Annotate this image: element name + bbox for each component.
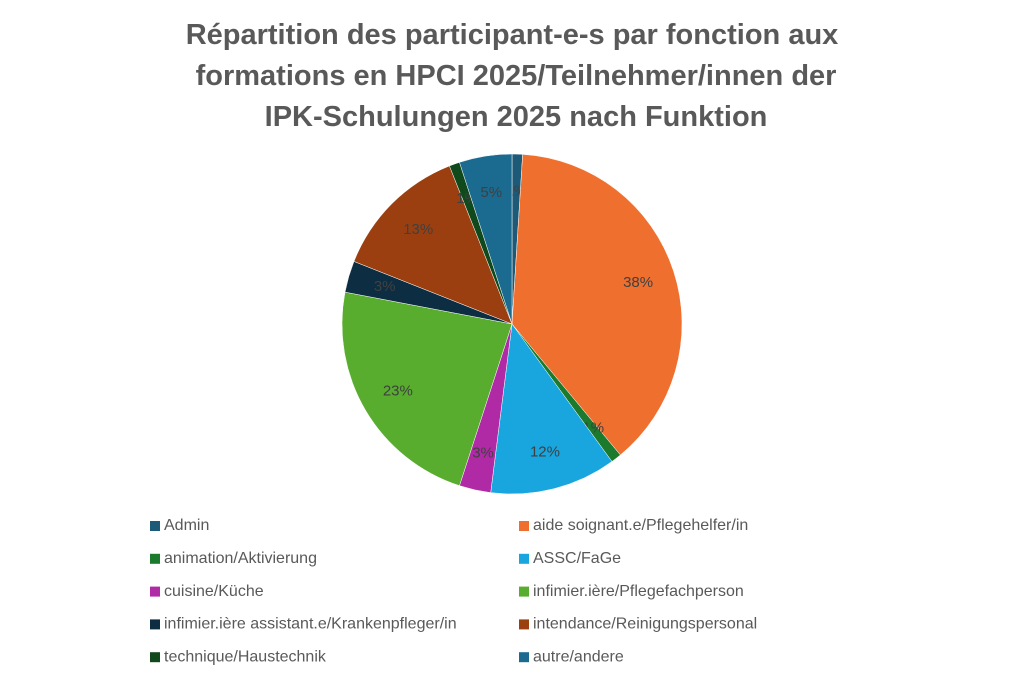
legend-swatch [150, 619, 160, 630]
legend-label: Admin [164, 517, 209, 534]
data-label: 13% [403, 221, 433, 238]
pie-slice [353, 165, 513, 325]
legend-label: aide soignant.e/Pflegehelfer/in [533, 517, 748, 534]
legend-swatch [150, 553, 160, 564]
legend-swatch [519, 521, 529, 531]
pie-slice [341, 291, 513, 486]
legend-label: ASSC/FaGe [533, 550, 621, 567]
legend-label: technique/Haustechnik [164, 648, 327, 665]
data-label: 5% [480, 184, 502, 201]
legend-label: cuisine/Küche [164, 583, 264, 600]
legend-swatch [519, 586, 529, 597]
legend-swatch [519, 619, 529, 630]
legend-swatch [150, 521, 160, 531]
pie-slice [459, 153, 513, 325]
chart-title: Répartition des participant-e-s par fonc… [186, 19, 839, 133]
legend-swatch [519, 652, 529, 663]
legend-swatch [150, 586, 160, 597]
legend-label: infimier.ière assistant.e/Krankenpfleger… [164, 616, 457, 633]
legend-label: animation/Aktivierung [164, 550, 317, 567]
pie-slice [490, 323, 613, 495]
data-label: 3% [472, 444, 494, 461]
pie-slice [511, 154, 683, 456]
data-label: 12% [530, 443, 560, 460]
legend-label: intendance/Reinigungspersonal [533, 616, 757, 633]
data-label: 38% [623, 274, 653, 291]
data-label: 3% [374, 278, 396, 295]
data-label: 23% [383, 382, 413, 399]
legend-swatch [150, 652, 160, 663]
legend-label: autre/andere [533, 648, 624, 665]
legend-label: infimier.ière/Pflegefachperson [533, 583, 744, 600]
legend-swatch [519, 553, 529, 564]
